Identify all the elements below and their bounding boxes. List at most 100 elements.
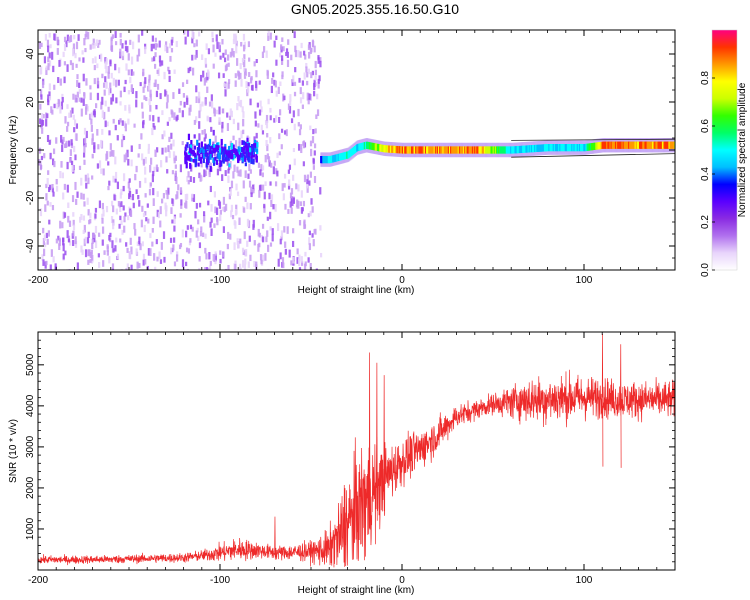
spectrogram-cell [298,254,301,262]
spectrogram-cell [67,269,70,270]
spectrogram-ridge-cell [626,141,629,149]
spectrogram-cell [281,261,284,268]
spectrogram-cell [285,51,288,57]
spectrogram-cell [231,147,234,153]
spectrogram-cell [114,245,117,252]
spectrogram-cell [141,111,144,119]
spectrogram-cell [145,217,148,222]
spectrogram-cell [303,72,306,80]
spectrogram-cell [126,46,129,53]
spectrogram-cell [267,268,270,270]
spectrogram-cell [196,227,199,233]
spectrogram-ridge-cell [541,144,544,152]
spectrogram-cell [181,229,184,238]
spectrogram-cell [127,181,130,189]
spectrogram-cell [306,174,310,180]
spectrogram-ridge-cell [563,144,566,152]
spectrogram-cell [206,152,209,158]
spectrogram-cell [73,119,77,126]
spectrogram-cell [230,150,234,156]
spectrogram-cell [155,239,158,245]
spectrogram-cell [207,69,210,77]
spectrogram-cell [52,191,55,197]
spectrogram-cell [227,231,230,239]
spectrogram-cell [62,243,65,252]
spectrogram-cell [101,226,105,234]
spectrogram-cell [91,238,94,244]
spectrogram-cell [210,145,213,149]
spectrogram-cell [231,214,235,220]
spectrogram-cell [224,170,227,177]
spectrogram-cell [269,115,272,121]
spectrogram-cell [269,181,272,186]
spectrogram-ridge-cell [464,146,467,154]
snr-x-tick-label: 100 [576,575,593,586]
spectrogram-ridge-cell [483,146,486,154]
spectrogram-ridge-cell [471,146,474,154]
spectrogram-cell [319,225,322,231]
spectrogram-ridge-cell [575,144,578,152]
spectrogram-cell [235,151,238,156]
spectrogram-cell [258,189,261,198]
spectrogram-cell [57,77,60,84]
spectrogram-ridge-cell [380,144,383,152]
spectrogram-cell [59,220,62,229]
spectrogram-cell [148,188,152,196]
spectrogram-cell [61,93,64,100]
spectrogram-cell [255,132,258,139]
spectrogram-cell [50,249,53,257]
spectrogram-cell [136,54,139,62]
spectrogram-cell [96,163,99,169]
spectrogram-cell [118,223,121,229]
spectrogram-ridge-cell [643,141,646,149]
spectrogram-cell [186,268,189,270]
spectrogram-ridge-cell [672,141,675,149]
spectrogram-cell [266,153,269,160]
spectrogram-cell [222,196,226,205]
spectrogram-cell [186,30,190,37]
spectrogram-cell [181,110,184,118]
spectrogram-cell [242,260,245,268]
spectrogram-cell [93,78,96,85]
spectrogram-cell [40,119,43,127]
spectrogram-cell [173,225,176,232]
spectrogram-ridge-cell [647,141,650,149]
spectrogram-cell [63,183,66,190]
spectrogram-ridge-cell [377,144,380,152]
spectrogram-cell [118,119,121,125]
spectrogram-cell [175,254,179,262]
spectrogram-ridge-cell [511,146,514,154]
spectrogram-ridge-cell [542,144,545,152]
spectrogram-cell [137,34,140,43]
spectrogram-cell [105,153,108,161]
spectrogram-cell [246,137,249,142]
spectrogram-cell [87,231,90,238]
spectrogram-ridge-cell [379,144,382,152]
spectrogram-cell [166,46,169,53]
spectrogram-cell [51,183,54,189]
spectrogram-ridge-cell [637,141,640,149]
spectrogram-cell [121,55,125,61]
spectrogram-cell [267,156,271,163]
spectrogram-cell [88,249,91,256]
spectrogram-cell [90,259,93,264]
spectrogram-cell [133,268,136,270]
spectrogram-ridge-cell [421,146,424,154]
spectrogram-cell [129,39,132,45]
spectrogram-ridge-cell [670,141,673,149]
spectrogram-cell [189,176,192,182]
spectrogram-ridge-cell [619,141,622,149]
spectrogram-cell [297,108,300,117]
spectrogram-cell [207,200,210,206]
spectrogram-cell [101,217,104,224]
spectrogram-ridge-cell [402,146,404,154]
spectrogram-cell [195,202,198,209]
spectrogram-cell [214,259,217,265]
spectrogram-cell [317,57,320,64]
spectrogram-cell [166,169,169,174]
spectrogram-cell [192,151,195,156]
spectrogram-ridge-cell [407,146,410,154]
spectrogram-cell [261,223,265,229]
spectrogram-cell [272,72,275,78]
